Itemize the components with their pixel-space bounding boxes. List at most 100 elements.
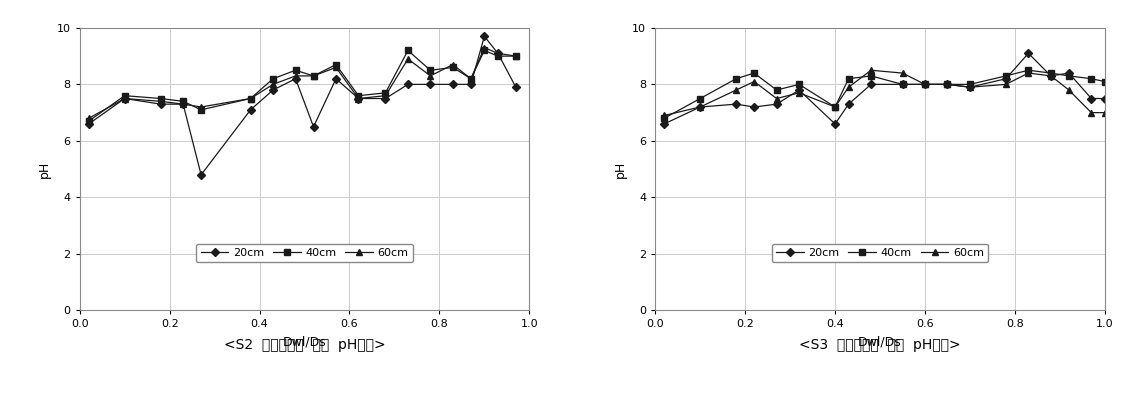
60cm [865, 68, 878, 72]
40cm [1022, 68, 1035, 72]
20cm [378, 96, 392, 101]
Y-axis label: pH: pH [38, 160, 51, 178]
20cm [244, 107, 257, 112]
20cm [694, 105, 707, 109]
60cm [477, 45, 491, 50]
20cm [918, 82, 932, 87]
40cm [729, 76, 743, 81]
40cm [895, 82, 909, 87]
Line: 40cm: 40cm [662, 68, 1107, 121]
40cm [154, 96, 167, 101]
20cm [828, 121, 842, 126]
60cm [770, 96, 784, 101]
X-axis label: Dwl/Ds: Dwl/Ds [858, 335, 902, 348]
20cm [509, 85, 523, 90]
20cm [895, 82, 909, 87]
40cm [747, 71, 761, 76]
60cm [941, 82, 954, 87]
40cm [329, 62, 343, 67]
40cm [352, 93, 366, 98]
20cm [288, 76, 302, 81]
20cm [464, 82, 477, 87]
60cm [446, 62, 460, 67]
40cm [195, 107, 208, 112]
40cm [842, 76, 855, 81]
Line: 20cm: 20cm [662, 51, 1107, 127]
20cm [117, 96, 131, 101]
40cm [378, 90, 392, 95]
60cm [842, 85, 855, 90]
40cm [477, 48, 491, 53]
20cm [329, 76, 343, 81]
60cm [1098, 110, 1112, 115]
40cm [1084, 76, 1098, 81]
40cm [999, 74, 1013, 78]
Line: 20cm: 20cm [85, 33, 518, 178]
Text: <S3  토양에서의  토양  pH변화>: <S3 토양에서의 토양 pH변화> [800, 338, 961, 352]
20cm [729, 102, 743, 107]
40cm [1044, 71, 1058, 76]
20cm [477, 34, 491, 39]
60cm [82, 116, 96, 121]
40cm [464, 76, 477, 81]
60cm [1044, 74, 1058, 78]
20cm [999, 76, 1013, 81]
40cm [509, 54, 523, 59]
60cm [329, 65, 343, 70]
20cm [1044, 74, 1058, 78]
20cm [770, 102, 784, 107]
Line: 40cm: 40cm [85, 48, 518, 124]
60cm [306, 74, 320, 78]
40cm [446, 65, 460, 70]
20cm [154, 102, 167, 107]
Legend: 20cm, 40cm, 60cm: 20cm, 40cm, 60cm [772, 244, 989, 263]
40cm [306, 74, 320, 78]
Text: <S2  토양에서의  토양  pH변화>: <S2 토양에서의 토양 pH변화> [223, 338, 385, 352]
40cm [1062, 74, 1075, 78]
40cm [267, 76, 280, 81]
20cm [865, 82, 878, 87]
20cm [1098, 96, 1112, 101]
60cm [657, 113, 671, 118]
Legend: 20cm, 40cm, 60cm: 20cm, 40cm, 60cm [196, 244, 412, 263]
60cm [509, 54, 523, 59]
40cm [424, 68, 437, 72]
20cm [657, 121, 671, 126]
20cm [306, 124, 320, 129]
20cm [267, 88, 280, 92]
20cm [793, 88, 806, 92]
60cm [729, 88, 743, 92]
40cm [918, 82, 932, 87]
60cm [694, 105, 707, 109]
20cm [401, 82, 415, 87]
60cm [352, 96, 366, 101]
40cm [941, 82, 954, 87]
60cm [378, 93, 392, 98]
60cm [424, 74, 437, 78]
40cm [288, 68, 302, 72]
60cm [895, 71, 909, 76]
X-axis label: Dwl/Ds: Dwl/Ds [282, 335, 327, 348]
60cm [1084, 110, 1098, 115]
60cm [154, 99, 167, 104]
20cm [195, 172, 208, 177]
60cm [491, 51, 505, 56]
40cm [964, 82, 977, 87]
60cm [793, 90, 806, 95]
40cm [117, 93, 131, 98]
Line: 60cm: 60cm [662, 68, 1107, 118]
40cm [244, 96, 257, 101]
60cm [747, 79, 761, 84]
20cm [491, 51, 505, 56]
20cm [747, 105, 761, 109]
Y-axis label: pH: pH [614, 160, 626, 178]
20cm [1084, 96, 1098, 101]
20cm [82, 121, 96, 126]
40cm [401, 48, 415, 53]
20cm [1062, 71, 1075, 76]
60cm [1062, 88, 1075, 92]
60cm [999, 82, 1013, 87]
60cm [964, 85, 977, 90]
60cm [195, 105, 208, 109]
40cm [1098, 79, 1112, 84]
